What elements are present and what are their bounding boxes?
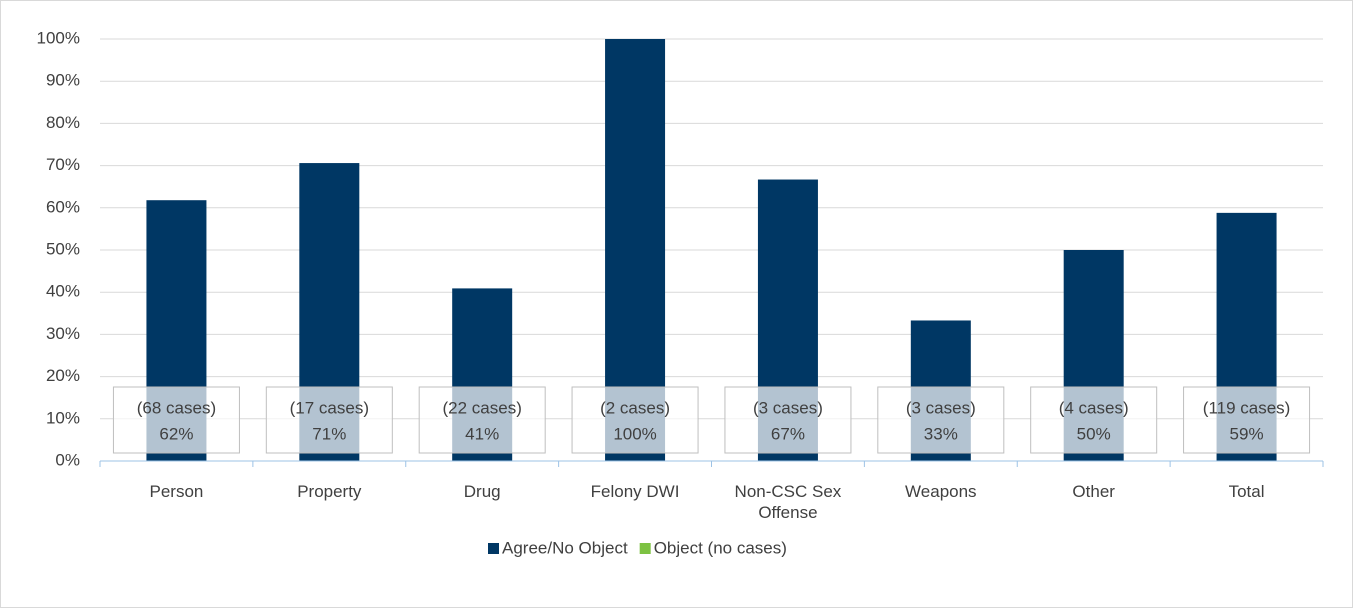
data-label: 41% [465, 424, 499, 443]
y-tick-label: 100% [37, 28, 80, 47]
data-label-cases: (17 cases) [290, 398, 369, 417]
data-label-cases: (22 cases) [443, 398, 522, 417]
data-label-box [265, 386, 393, 454]
data-label: 62% [159, 424, 193, 443]
data-label-cases: (68 cases) [137, 398, 216, 417]
x-tick-label: Person [149, 482, 204, 501]
data-label-cases: (4 cases) [1059, 398, 1129, 417]
x-tick-label: Other [1072, 482, 1115, 501]
data-label: 59% [1230, 424, 1264, 443]
legend-label: Agree/No Object [502, 538, 628, 557]
x-tick-label: Weapons [905, 482, 977, 501]
x-tick-label: Property [297, 482, 362, 501]
legend-label: Object (no cases) [654, 538, 787, 557]
data-label-box [571, 386, 699, 454]
legend-swatch [488, 543, 499, 554]
data-label-cases: (119 cases) [1203, 398, 1291, 417]
data-label-cases: (3 cases) [906, 398, 976, 417]
y-tick-label: 10% [46, 408, 80, 427]
x-tick-label: Felony DWI [590, 482, 680, 501]
data-label-box [1030, 386, 1158, 454]
data-label-box [418, 386, 546, 454]
data-label-box [1183, 386, 1311, 454]
y-tick-label: 80% [46, 113, 80, 132]
y-tick-label: 20% [46, 366, 80, 385]
data-label: 100% [613, 424, 656, 443]
legend-swatch [639, 543, 651, 554]
y-tick-label: 30% [46, 324, 80, 343]
y-tick-label: 90% [46, 71, 80, 90]
data-label: 67% [771, 424, 805, 443]
y-tick-label: 40% [46, 282, 80, 301]
y-tick-label: 60% [46, 197, 80, 216]
x-tick-label: Non-CSC Sex Offense [734, 482, 842, 522]
x-tick-label: Drug [463, 482, 501, 501]
data-label-box [877, 386, 1005, 454]
y-tick-label: 50% [46, 239, 80, 258]
data-label: 71% [312, 424, 346, 443]
data-label-box [112, 386, 240, 454]
data-label-cases: (3 cases) [753, 398, 823, 417]
data-label: 33% [924, 424, 958, 443]
y-tick-label: 70% [46, 155, 80, 174]
data-label-box [724, 386, 852, 454]
data-label-cases: (2 cases) [600, 398, 670, 417]
data-label: 50% [1077, 424, 1111, 443]
y-tick-label: 0% [55, 450, 80, 469]
x-tick-label: Total [1228, 482, 1265, 501]
